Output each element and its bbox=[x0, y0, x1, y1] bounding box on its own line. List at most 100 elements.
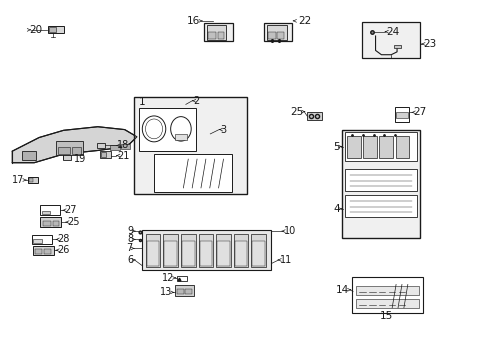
Bar bbox=[379, 136, 392, 158]
Bar bbox=[175, 285, 193, 296]
Text: 16: 16 bbox=[187, 16, 200, 26]
Text: 2: 2 bbox=[193, 96, 199, 106]
Bar bbox=[204, 23, 232, 41]
Bar bbox=[40, 205, 60, 215]
Bar bbox=[344, 195, 416, 217]
Bar bbox=[216, 234, 230, 267]
Bar bbox=[101, 152, 106, 157]
Bar bbox=[32, 235, 52, 244]
Text: 18: 18 bbox=[117, 140, 129, 150]
Bar bbox=[264, 23, 292, 41]
Bar bbox=[43, 221, 51, 226]
Text: 22: 22 bbox=[298, 16, 311, 26]
Text: 27: 27 bbox=[412, 107, 426, 117]
Text: 21: 21 bbox=[117, 150, 129, 161]
Bar bbox=[267, 32, 275, 39]
Text: 9: 9 bbox=[126, 226, 133, 236]
Bar bbox=[361, 22, 419, 58]
Text: 13: 13 bbox=[160, 287, 172, 297]
Bar bbox=[35, 249, 42, 254]
Bar bbox=[199, 241, 212, 266]
Bar bbox=[344, 169, 416, 191]
Bar bbox=[393, 45, 400, 48]
Bar bbox=[182, 241, 194, 266]
Bar bbox=[251, 234, 265, 267]
Bar bbox=[145, 234, 160, 267]
Bar bbox=[208, 32, 216, 39]
Text: 4: 4 bbox=[332, 204, 339, 214]
Bar bbox=[342, 130, 419, 238]
Bar bbox=[217, 32, 224, 39]
Bar bbox=[110, 145, 120, 150]
Bar bbox=[395, 112, 407, 118]
Bar bbox=[363, 136, 376, 158]
Text: 3: 3 bbox=[220, 125, 226, 135]
Bar bbox=[134, 97, 246, 194]
Text: 14: 14 bbox=[335, 285, 348, 295]
Bar bbox=[40, 217, 61, 227]
Text: 27: 27 bbox=[64, 205, 77, 215]
Text: 19: 19 bbox=[74, 154, 86, 164]
Text: 17: 17 bbox=[12, 175, 24, 185]
Bar bbox=[233, 234, 248, 267]
Bar bbox=[56, 141, 83, 155]
Bar bbox=[184, 289, 191, 294]
Bar bbox=[198, 234, 213, 267]
Text: 5: 5 bbox=[332, 141, 339, 152]
Bar bbox=[142, 230, 271, 270]
Bar bbox=[49, 27, 56, 32]
Text: 25: 25 bbox=[289, 107, 303, 117]
Bar bbox=[355, 286, 418, 295]
Text: 8: 8 bbox=[126, 234, 133, 244]
Bar bbox=[146, 241, 159, 266]
Bar bbox=[266, 25, 286, 40]
Bar bbox=[177, 276, 186, 281]
Bar bbox=[277, 32, 284, 39]
Bar bbox=[28, 177, 38, 183]
Bar bbox=[42, 211, 50, 214]
Text: 20: 20 bbox=[29, 25, 42, 35]
Bar bbox=[306, 112, 321, 120]
Text: 26: 26 bbox=[58, 245, 70, 255]
Bar bbox=[53, 221, 59, 226]
Bar bbox=[351, 277, 422, 313]
Polygon shape bbox=[12, 127, 137, 163]
Bar bbox=[177, 289, 183, 294]
Bar bbox=[163, 234, 178, 267]
Bar bbox=[395, 136, 408, 158]
Text: 24: 24 bbox=[386, 27, 399, 37]
Text: 11: 11 bbox=[279, 255, 291, 265]
Bar bbox=[33, 239, 42, 243]
Text: 23: 23 bbox=[422, 39, 435, 49]
Text: 1: 1 bbox=[138, 96, 145, 107]
Bar bbox=[48, 26, 63, 33]
Bar bbox=[139, 108, 195, 151]
Bar bbox=[100, 151, 111, 158]
Bar bbox=[217, 241, 229, 266]
Bar bbox=[121, 144, 130, 149]
Bar bbox=[394, 107, 408, 122]
Text: 7: 7 bbox=[125, 243, 132, 253]
Bar bbox=[29, 178, 33, 182]
Bar bbox=[44, 249, 51, 254]
Bar bbox=[33, 246, 54, 255]
Text: 15: 15 bbox=[379, 311, 392, 321]
Bar bbox=[355, 299, 418, 308]
Bar bbox=[97, 143, 104, 148]
Bar bbox=[72, 147, 81, 154]
Bar bbox=[62, 155, 71, 160]
Bar bbox=[164, 241, 177, 266]
Bar bbox=[234, 241, 247, 266]
Bar bbox=[58, 147, 70, 154]
Bar bbox=[207, 25, 225, 40]
Text: 6: 6 bbox=[126, 255, 133, 265]
Bar bbox=[252, 241, 264, 266]
Text: 10: 10 bbox=[283, 226, 295, 236]
Bar bbox=[181, 234, 195, 267]
Bar bbox=[346, 136, 360, 158]
Text: 28: 28 bbox=[58, 234, 70, 244]
Bar bbox=[22, 151, 36, 160]
Bar bbox=[344, 132, 416, 161]
Text: 25: 25 bbox=[67, 217, 80, 227]
Bar bbox=[174, 134, 186, 140]
